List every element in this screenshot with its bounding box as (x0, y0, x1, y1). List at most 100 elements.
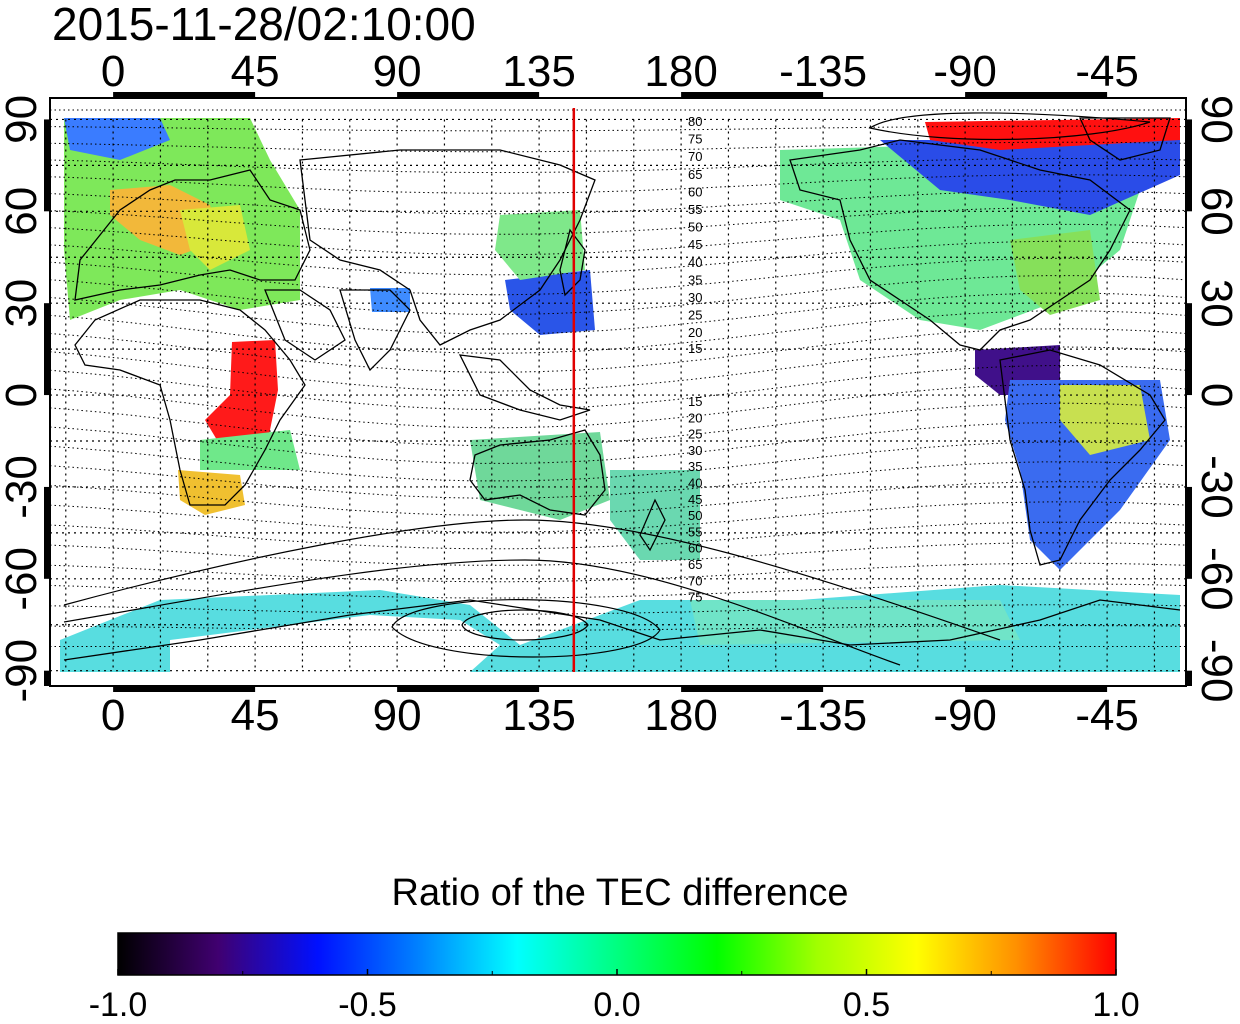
coast-africa (74, 299, 306, 506)
frame-bar-right (1186, 119, 1192, 212)
tec-patch-south-white (170, 615, 500, 672)
contour-label: 60 (688, 184, 702, 199)
colorbar-gradient (117, 932, 1117, 976)
lon-tick-top: -135 (779, 47, 867, 96)
map-area: 8075706560555045403530252015152025303540… (50, 98, 1186, 686)
contour-north-oval (868, 112, 1151, 141)
lon-tick-bottom: 90 (373, 691, 422, 740)
lon-tick-bottom: 45 (231, 691, 280, 740)
contour-label: 60 (688, 541, 702, 556)
magnetic-contour (50, 174, 1186, 194)
lon-tick-top: 0 (101, 47, 125, 96)
coast-greenland (1078, 117, 1171, 161)
lon-tick-bottom: -90 (933, 691, 997, 740)
contour-label: 20 (688, 325, 702, 340)
magnetic-contour (50, 625, 1186, 631)
frame-bar-right (1186, 670, 1192, 686)
colorbar-tick-label: -1.0 (89, 986, 148, 1024)
tec-patch-japan-blue (505, 270, 595, 335)
lat-tick-left: -60 (0, 547, 46, 611)
lat-tick-right: 0 (1192, 383, 1240, 407)
colorbar-tick-label: -0.5 (338, 986, 397, 1024)
magnetic-contour (50, 402, 1186, 447)
colorbar: -1.0 -0.5 0.0 0.5 1.0 (89, 932, 1140, 1024)
colorbar-title: Ratio of the TEC difference (391, 872, 849, 914)
coastlines (63, 117, 1181, 661)
colorbar-ticks: -1.0 -0.5 0.0 0.5 1.0 (89, 969, 1140, 1024)
tec-patch-europe-yellow (180, 205, 250, 270)
frame-bar-bottom (397, 686, 540, 692)
frame-bar-bottom (113, 686, 256, 692)
tec-patch-tasman (610, 470, 700, 560)
contour-label: 15 (688, 394, 702, 409)
contour-label: 30 (688, 443, 702, 458)
tec-patch-india-blue (370, 288, 410, 312)
lon-tick-bottom: 180 (644, 691, 717, 740)
magnetic-contour (50, 328, 1186, 373)
contour-south-oval-outer (391, 599, 661, 658)
lat-tick-left: 90 (0, 95, 46, 144)
lat-tick-left: 30 (0, 279, 46, 328)
lat-tick-right: 90 (1192, 95, 1240, 144)
magnetic-contour (50, 562, 1186, 583)
colorbar-tick-label: 0.0 (593, 986, 640, 1024)
contour-label: 35 (688, 459, 702, 474)
magnetic-contour (50, 275, 1186, 315)
contour-south-arc (63, 559, 901, 666)
coast-south-america (999, 349, 1166, 566)
frame-bar-bottom (965, 686, 1108, 692)
magnetic-contour (50, 383, 1186, 429)
frame-bar-right (1186, 303, 1192, 396)
lon-tick-top: 90 (373, 47, 422, 96)
lon-tick-top: -90 (933, 47, 997, 96)
contour-label: 30 (688, 290, 702, 305)
frame-bar-right (1186, 486, 1192, 579)
coast-japan (559, 228, 586, 297)
lat-tick-left: -30 (0, 455, 46, 519)
coast-antarctica (63, 599, 1181, 661)
contour-label: 45 (688, 492, 702, 507)
lat-tick-right: -90 (1192, 639, 1240, 703)
contour-label: 45 (688, 237, 702, 252)
colorbar-tick-label: 1.0 (1092, 986, 1139, 1024)
axis-labels: 0 0 45 45 90 90 135 135 180 180 -135 -135 -90 -90 -45 -… (0, 47, 1240, 740)
magnetic-contour (50, 461, 1186, 499)
tec-patch-africa-green (200, 430, 300, 470)
contour-label: 20 (688, 410, 702, 425)
tec-patch-arctic-red (925, 118, 1180, 150)
lon-tick-bottom: 135 (502, 691, 575, 740)
frame-bar-left (44, 670, 50, 686)
contour-label: 50 (688, 220, 702, 235)
colorbar-tick-label: 0.5 (843, 986, 890, 1024)
lon-tick-bottom: -135 (779, 691, 867, 740)
magnetic-contour (50, 542, 1186, 566)
frame-bar-left (44, 486, 50, 579)
contour-south-oval-inner (461, 609, 589, 641)
contour-label: 55 (688, 202, 702, 217)
magnetic-contour (50, 346, 1186, 392)
contour-label: 75 (688, 132, 702, 147)
magnetic-contour (50, 422, 1186, 464)
magnetic-contour (50, 158, 1186, 173)
map-frame-bars (44, 92, 1192, 692)
contour-label: 25 (688, 308, 702, 323)
magnetic-latitude-contours (50, 109, 1186, 647)
magnetic-contour (50, 501, 1186, 533)
lat-tick-right: -30 (1192, 455, 1240, 519)
magnetic-contour (50, 521, 1186, 550)
frame-bar-top (397, 92, 540, 98)
tec-patch-africa-south (178, 470, 245, 515)
timestamp-title: 2015-11-28/02:10:00 (52, 0, 476, 50)
contour-label: 80 (688, 114, 702, 129)
tec-patch-arctic-blue (64, 118, 170, 160)
magnetic-contour (50, 310, 1186, 354)
magnetic-contour (50, 365, 1186, 410)
contour-label: 55 (688, 524, 702, 539)
lat-tick-left: 60 (0, 187, 46, 236)
lat-tick-right: -60 (1192, 547, 1240, 611)
frame-bar-top (965, 92, 1108, 98)
frame-bar-bottom (681, 686, 824, 692)
coast-nz (639, 498, 666, 552)
magnetic-contour (50, 481, 1186, 516)
